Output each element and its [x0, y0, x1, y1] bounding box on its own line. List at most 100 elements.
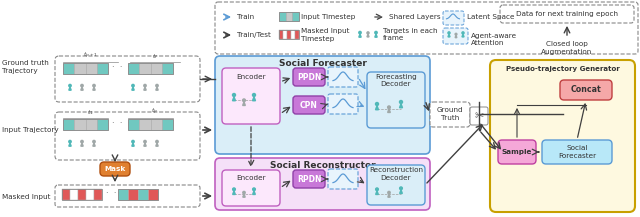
Polygon shape	[359, 34, 361, 37]
FancyBboxPatch shape	[215, 158, 430, 210]
Circle shape	[81, 84, 83, 87]
Text: $t_{p+1}$: $t_{p+1}$	[83, 51, 97, 61]
Bar	[78, 189, 86, 200]
Bar	[150, 119, 162, 130]
Bar	[279, 30, 299, 39]
Text: Shared Layers: Shared Layers	[389, 14, 440, 20]
Polygon shape	[388, 194, 390, 197]
Text: Data for next training epoch: Data for next training epoch	[516, 11, 618, 17]
Polygon shape	[253, 97, 255, 101]
Bar	[128, 119, 140, 130]
Bar	[62, 189, 102, 200]
Text: ·  ·  ·: · · ·	[106, 189, 124, 199]
FancyBboxPatch shape	[293, 96, 325, 114]
FancyBboxPatch shape	[293, 68, 325, 86]
FancyBboxPatch shape	[293, 170, 325, 188]
Circle shape	[376, 102, 378, 105]
Text: Masked Input
Timestep: Masked Input Timestep	[301, 28, 349, 41]
Circle shape	[253, 188, 255, 191]
Text: Social
Forecaster: Social Forecaster	[558, 146, 596, 158]
Circle shape	[93, 140, 95, 143]
Circle shape	[69, 140, 71, 143]
Circle shape	[399, 100, 403, 104]
FancyBboxPatch shape	[367, 72, 425, 128]
Text: Pseudo-trajectory Generator: Pseudo-trajectory Generator	[506, 66, 620, 72]
FancyBboxPatch shape	[498, 140, 536, 164]
Circle shape	[243, 99, 245, 102]
FancyBboxPatch shape	[367, 165, 425, 205]
Bar	[283, 30, 287, 39]
Polygon shape	[232, 97, 236, 101]
Bar	[128, 63, 173, 74]
Bar	[287, 30, 291, 39]
Bar	[292, 12, 299, 21]
Text: PPDN: PPDN	[297, 72, 321, 82]
FancyBboxPatch shape	[328, 94, 358, 114]
Circle shape	[156, 84, 158, 87]
Bar	[63, 63, 108, 74]
Polygon shape	[156, 87, 158, 90]
FancyBboxPatch shape	[542, 140, 612, 164]
Circle shape	[399, 187, 403, 190]
Text: Mask: Mask	[104, 166, 125, 172]
Text: RPDN: RPDN	[297, 174, 321, 184]
Bar	[162, 63, 173, 74]
Text: Social Reconstructor: Social Reconstructor	[269, 161, 375, 171]
Circle shape	[232, 94, 236, 97]
Bar	[97, 63, 108, 74]
Circle shape	[376, 188, 378, 191]
Bar	[128, 189, 138, 200]
Bar	[140, 63, 150, 74]
Polygon shape	[81, 143, 83, 146]
Polygon shape	[448, 34, 450, 37]
Text: CPN: CPN	[300, 100, 318, 110]
Circle shape	[359, 31, 361, 34]
Text: Reconstruction
Decoder: Reconstruction Decoder	[369, 168, 423, 181]
FancyBboxPatch shape	[55, 185, 200, 207]
Circle shape	[448, 32, 450, 34]
Circle shape	[132, 84, 134, 87]
Bar	[63, 119, 108, 130]
Polygon shape	[69, 87, 71, 90]
Text: Encoder: Encoder	[236, 175, 266, 181]
Bar	[128, 63, 140, 74]
Text: Ground truth
Trajectory: Ground truth Trajectory	[2, 60, 49, 74]
Bar	[118, 189, 128, 200]
Bar	[140, 119, 150, 130]
Text: $t_1$: $t_1$	[86, 108, 93, 117]
FancyBboxPatch shape	[490, 60, 635, 212]
Circle shape	[233, 188, 236, 191]
Polygon shape	[132, 143, 134, 146]
Circle shape	[367, 32, 369, 34]
Bar	[162, 119, 173, 130]
Bar	[97, 119, 108, 130]
Polygon shape	[69, 143, 71, 146]
FancyBboxPatch shape	[328, 67, 358, 87]
Text: ·  ·  ·: · · ·	[112, 120, 131, 128]
Polygon shape	[93, 143, 95, 146]
Bar	[138, 189, 148, 200]
Bar	[63, 119, 74, 130]
Polygon shape	[81, 87, 83, 90]
FancyBboxPatch shape	[470, 107, 488, 125]
Polygon shape	[376, 106, 378, 110]
Bar	[148, 189, 158, 200]
Text: Input Trajectory: Input Trajectory	[2, 127, 59, 133]
Bar	[285, 12, 292, 21]
Polygon shape	[399, 104, 403, 108]
Polygon shape	[93, 87, 95, 90]
Bar	[291, 30, 295, 39]
Circle shape	[144, 140, 146, 143]
Polygon shape	[156, 143, 158, 146]
Text: Concat: Concat	[571, 85, 602, 94]
Circle shape	[253, 94, 255, 97]
Text: Input Timestep: Input Timestep	[301, 14, 355, 20]
Text: $t_f$: $t_f$	[152, 52, 158, 61]
FancyBboxPatch shape	[215, 56, 430, 154]
Circle shape	[93, 84, 95, 87]
Polygon shape	[455, 35, 457, 38]
Polygon shape	[144, 87, 146, 90]
Polygon shape	[243, 194, 245, 197]
FancyBboxPatch shape	[215, 2, 638, 54]
FancyBboxPatch shape	[222, 170, 280, 206]
